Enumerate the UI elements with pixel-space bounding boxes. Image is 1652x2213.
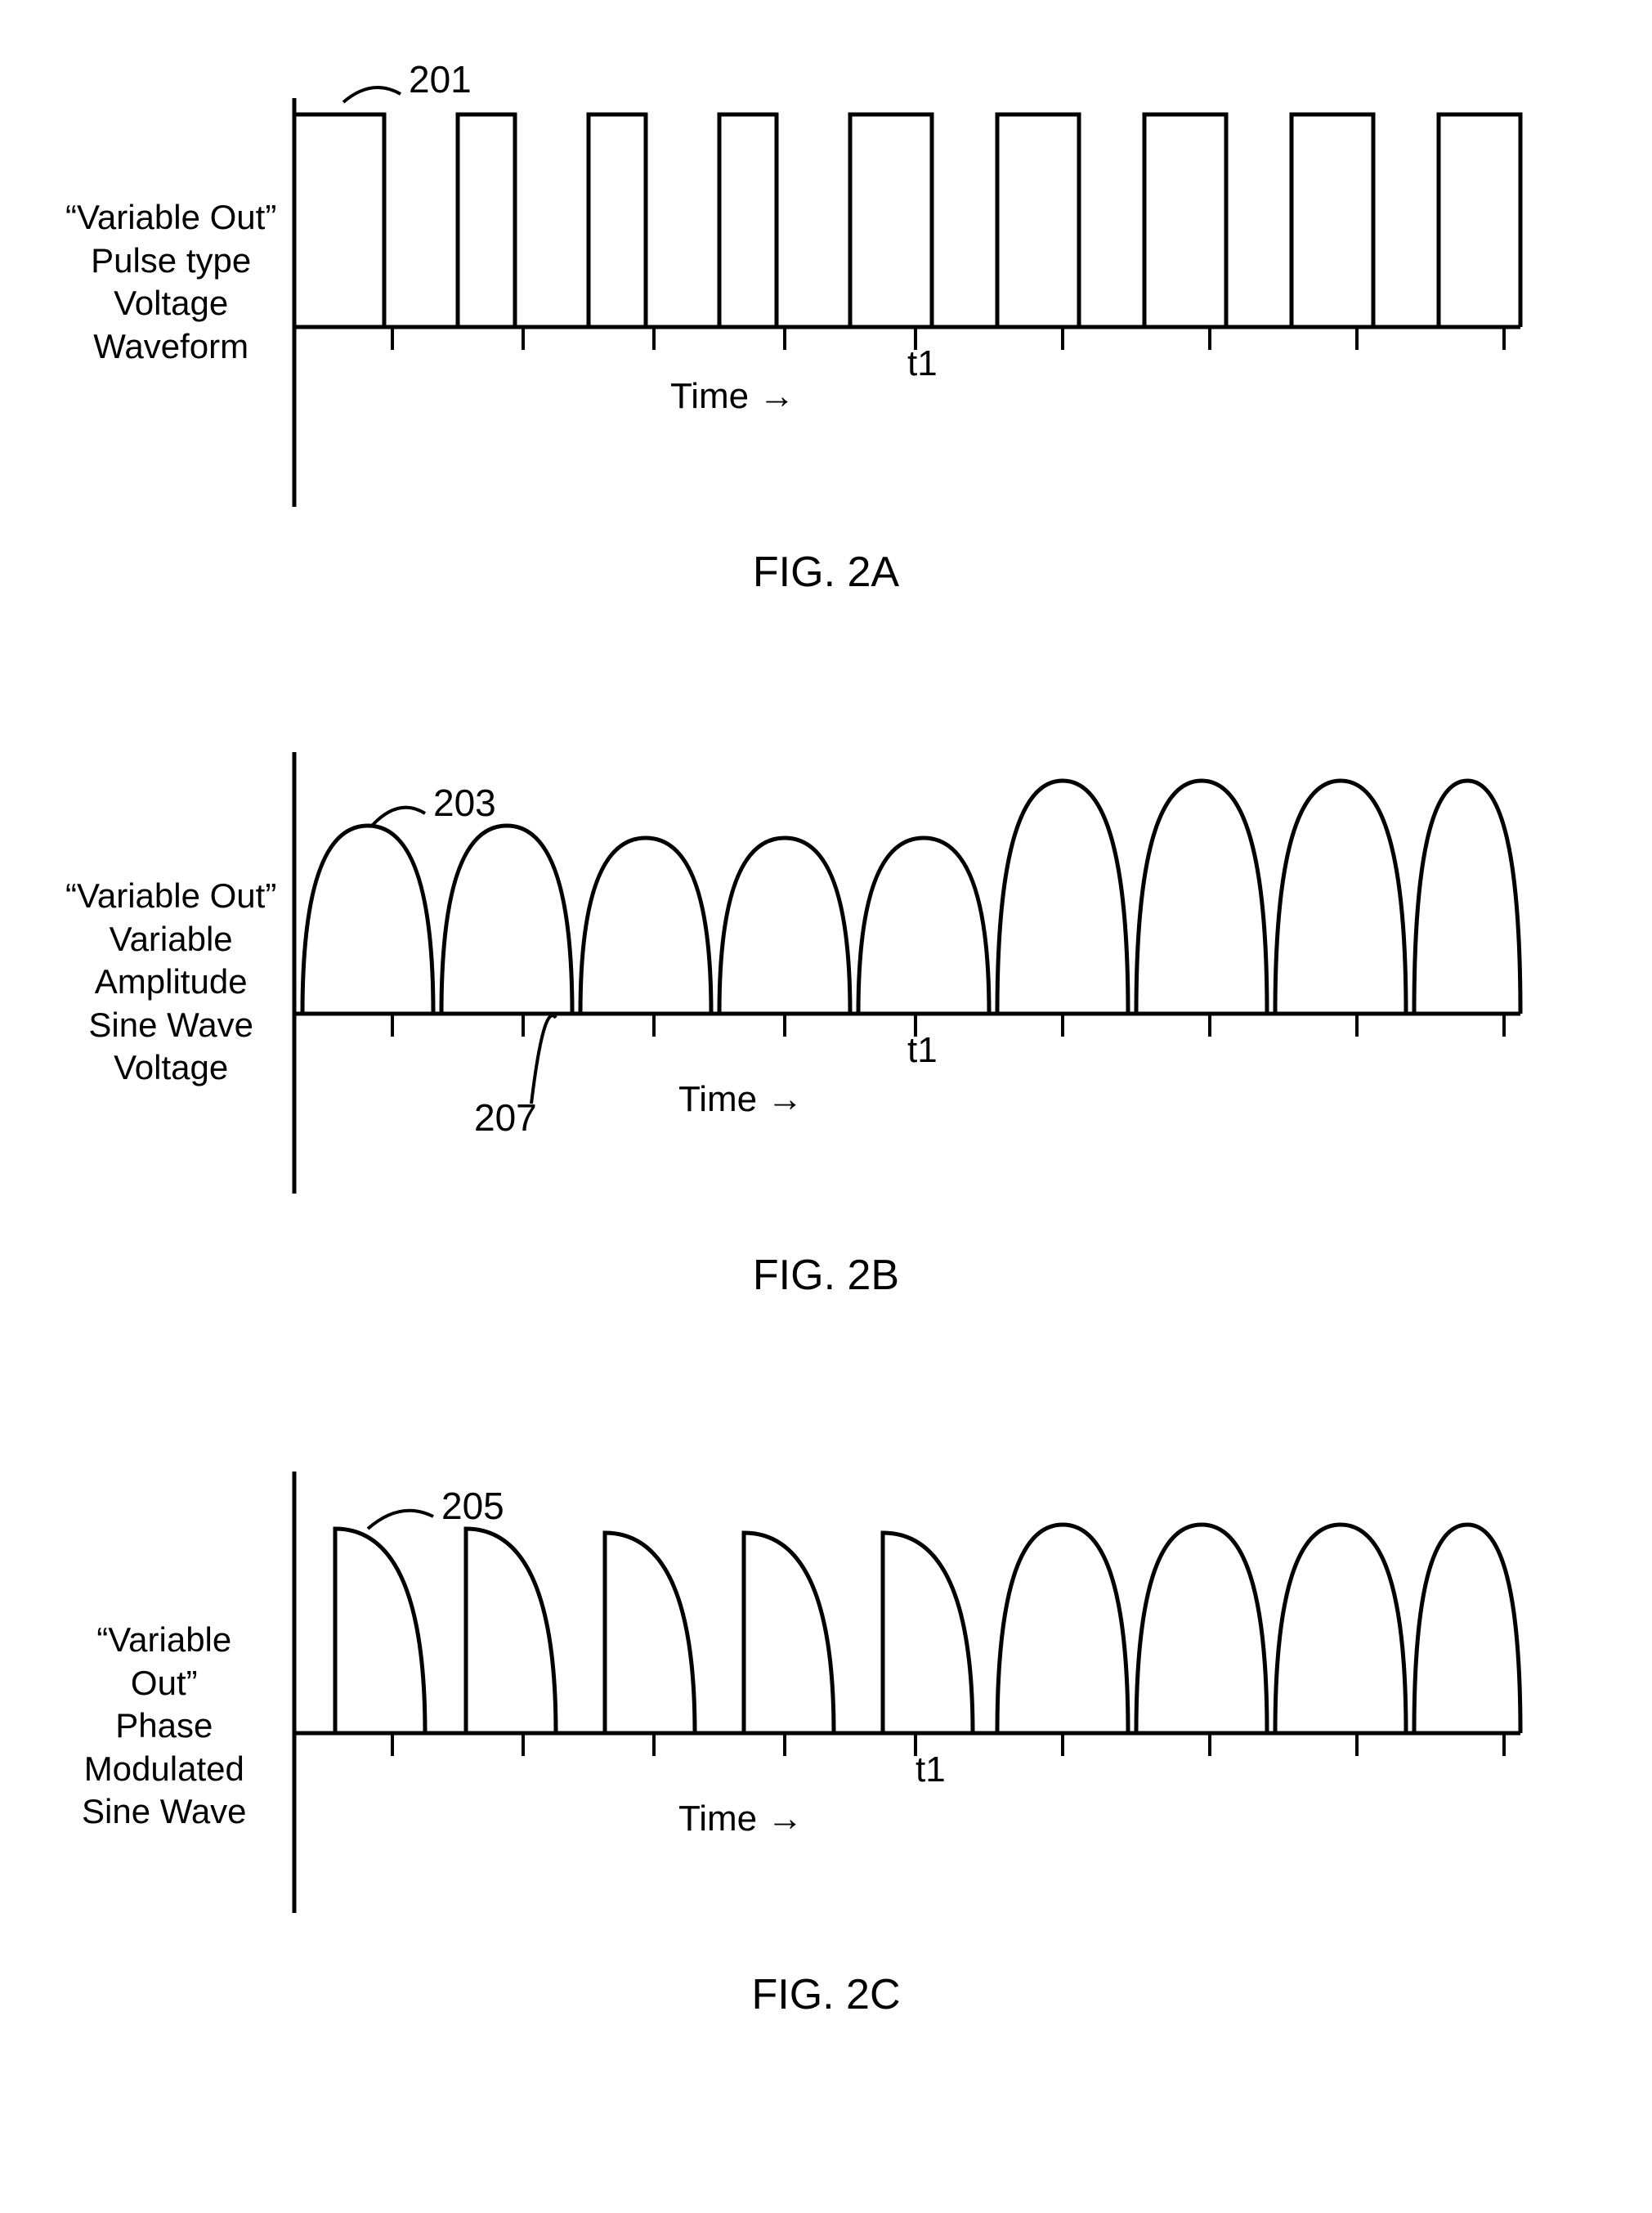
fig2b-xlabel: Time → (678, 1079, 803, 1120)
fig2b-ylabel: “Variable Out” Variable Amplitude Sine W… (65, 875, 276, 1090)
fig2a-t1: t1 (907, 343, 938, 384)
figure-2a-panel: “Variable Out” Pulse type Voltage Wavefo… (0, 49, 1652, 621)
fig2b-callout-203: 203 (433, 781, 496, 825)
fig2a-callout-201: 201 (409, 57, 472, 101)
fig2c-t1: t1 (916, 1749, 946, 1790)
fig2c-ylabel: “Variable Out” Phase Modulated Sine Wave (82, 1619, 247, 1834)
fig2c-callout-205: 205 (441, 1484, 504, 1528)
fig2b-caption: FIG. 2B (0, 1251, 1652, 1300)
fig2a-caption: FIG. 2A (0, 548, 1652, 597)
fig2c-caption: FIG. 2C (0, 1970, 1652, 2019)
fig2b-t1: t1 (907, 1030, 938, 1071)
figure-2b-panel: “Variable Out” Variable Amplitude Sine W… (0, 736, 1652, 1308)
fig2c-xlabel: Time → (678, 1799, 803, 1839)
figure-2c-panel: “Variable Out” Phase Modulated Sine Wave… (0, 1455, 1652, 2027)
figure-2c-svg (0, 1455, 1652, 2027)
fig2a-xlabel: Time → (670, 376, 795, 417)
page: “Variable Out” Pulse type Voltage Wavefo… (0, 0, 1652, 2213)
fig2a-ylabel: “Variable Out” Pulse type Voltage Wavefo… (65, 196, 276, 368)
fig2b-callout-207: 207 (474, 1095, 537, 1140)
